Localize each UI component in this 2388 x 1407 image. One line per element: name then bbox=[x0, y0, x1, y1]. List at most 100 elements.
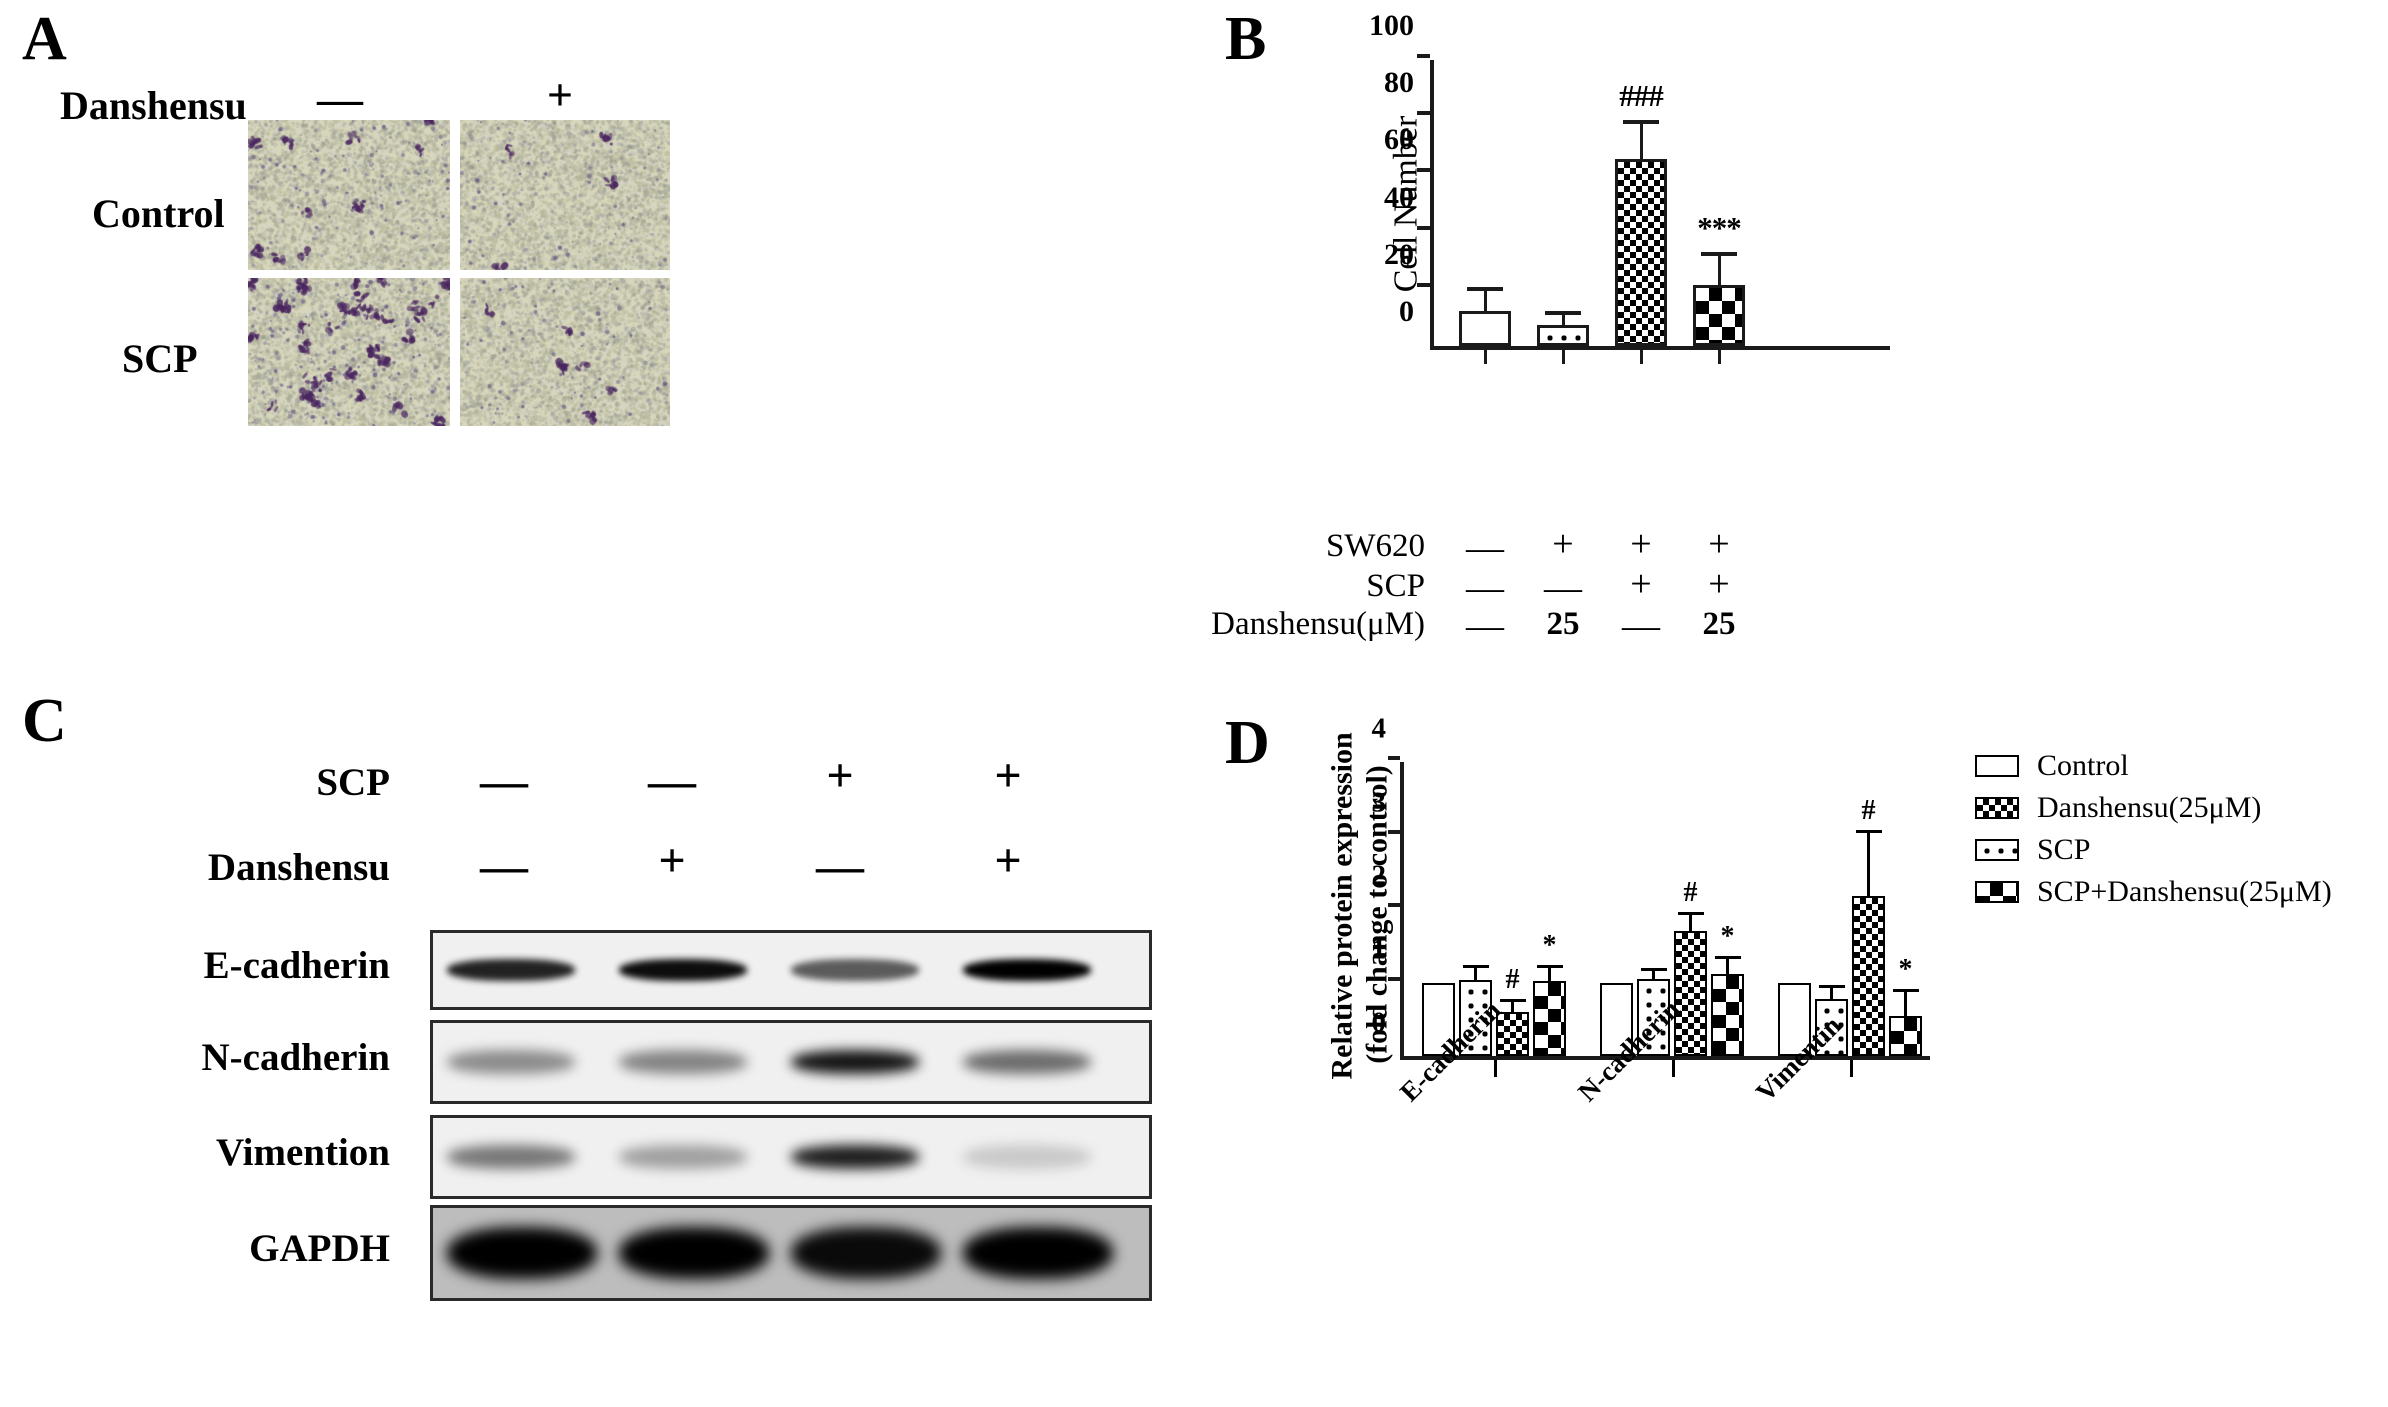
panel-d-legend-swatch bbox=[1975, 881, 2019, 903]
panel-c-blot-band bbox=[447, 1050, 575, 1074]
panel-b-condition-value: 25 bbox=[1690, 606, 1748, 643]
panel-b-x-tick bbox=[1562, 350, 1565, 364]
panel-c-condition-value: — bbox=[642, 758, 702, 806]
panel-d-error-cap bbox=[1856, 830, 1882, 833]
panel-d-significance-marker: * bbox=[1543, 930, 1557, 962]
panel-b-y-tick-label: 80 bbox=[1384, 66, 1430, 100]
panel-b-condition-value: + bbox=[1690, 522, 1748, 566]
panel-c-blot-band bbox=[963, 959, 1091, 981]
panel-b-condition-value: + bbox=[1690, 562, 1748, 606]
panel-c-blot-strip bbox=[430, 930, 1152, 1010]
panel-d-x-tick bbox=[1494, 1060, 1497, 1077]
panel-c-blot-band bbox=[619, 1145, 747, 1169]
panel-c-blot-band bbox=[447, 959, 575, 981]
panel-d-error-cap bbox=[1893, 989, 1919, 992]
panel-d-y-tick-label: 1 bbox=[1372, 933, 1401, 966]
panel-c-blot-band bbox=[791, 1145, 919, 1169]
panel-d-legend-label: SCP bbox=[2037, 833, 2090, 867]
panel-d-error-bar bbox=[1474, 968, 1477, 980]
panel-b-bar-chart: 0 20 40 60 80 100 ### *** bbox=[1430, 60, 1820, 350]
panel-b-y-tick-label: 20 bbox=[1384, 238, 1430, 272]
panel-d-bar-chart: 0 1 2 3 4 # * E-cadherin # * N-cadherin # * Vimentin bbox=[1400, 762, 1900, 1060]
panel-b-y-tick-label: 100 bbox=[1369, 9, 1430, 43]
panel-c-condition-value: + bbox=[810, 752, 870, 800]
panel-c-blot-band bbox=[447, 1145, 575, 1169]
panel-b-condition-value: — bbox=[1534, 566, 1592, 610]
panel-d-y-tick-mark bbox=[1388, 756, 1400, 760]
panel-c-condition-value: + bbox=[642, 837, 702, 885]
panel-b-significance-marker: ### bbox=[1619, 78, 1663, 114]
panel-c-letter: C bbox=[22, 690, 67, 752]
panel-b-x-tick bbox=[1640, 350, 1643, 364]
panel-c-blot-band bbox=[791, 1227, 941, 1279]
panel-b-condition-row-label: Danshensu(μM) bbox=[1180, 606, 1425, 643]
panel-c-condition-value: + bbox=[978, 837, 1038, 885]
panel-d-x-tick bbox=[1850, 1060, 1853, 1077]
panel-d-legend-item: Control bbox=[1975, 748, 2332, 783]
panel-d-legend-label: Danshensu(25μM) bbox=[2037, 791, 2261, 825]
panel-b-condition-row-label: SW620 bbox=[1180, 528, 1425, 565]
panel-b-y-tick-mark bbox=[1417, 226, 1430, 230]
panel-d-error-cap bbox=[1819, 985, 1845, 988]
panel-b-error-bar bbox=[1562, 315, 1565, 325]
panel-b-condition-value: + bbox=[1612, 562, 1670, 606]
panel-b-condition-row-label: SCP bbox=[1180, 568, 1425, 605]
panel-b-error-bar bbox=[1718, 256, 1721, 286]
panel-d-y-tick-label: 3 bbox=[1372, 786, 1401, 819]
panel-b-condition-value: — bbox=[1456, 604, 1514, 648]
panel-c-blot-band bbox=[619, 1050, 747, 1074]
panel-c-condition-value: + bbox=[978, 752, 1038, 800]
panel-b-y-tick-mark bbox=[1417, 168, 1430, 172]
figure-canvas: A Danshensu Control SCP — + B Cell Numbe… bbox=[0, 0, 2388, 1407]
panel-d-y-tick-mark bbox=[1388, 830, 1400, 834]
panel-b-error-cap bbox=[1701, 252, 1737, 256]
panel-d-significance-marker: * bbox=[1899, 954, 1913, 986]
panel-b-condition-value: + bbox=[1612, 522, 1670, 566]
panel-b-error-cap bbox=[1467, 287, 1503, 291]
panel-c-condition-row-label: Danshensu bbox=[60, 845, 390, 890]
panel-a-letter: A bbox=[22, 8, 67, 70]
panel-d-y-tick-label: 4 bbox=[1372, 713, 1401, 746]
panel-b-condition-value: 25 bbox=[1534, 606, 1592, 643]
micrograph-scp-plus bbox=[460, 278, 670, 426]
panel-b-bar bbox=[1615, 159, 1667, 346]
panel-d-error-cap bbox=[1463, 965, 1489, 968]
panel-d-error-cap bbox=[1715, 956, 1741, 959]
panel-b-x-axis bbox=[1430, 346, 1890, 350]
panel-d-letter: D bbox=[1225, 712, 1270, 774]
panel-c-blot-band bbox=[963, 1145, 1091, 1169]
panel-d-y-axis bbox=[1400, 762, 1404, 1060]
panel-a-treatment-label: Danshensu bbox=[60, 82, 247, 129]
panel-d-bar bbox=[1711, 974, 1744, 1056]
panel-d-significance-marker: # bbox=[1506, 964, 1520, 996]
micrograph-control-minus bbox=[248, 120, 450, 270]
panel-b-error-bar bbox=[1484, 291, 1487, 311]
panel-d-bar bbox=[1674, 931, 1707, 1056]
panel-b-condition-value: — bbox=[1612, 604, 1670, 648]
panel-b-y-tick-label: 0 bbox=[1399, 295, 1430, 329]
panel-d-legend-label: Control bbox=[2037, 749, 2129, 783]
panel-d-y-tick-mark bbox=[1388, 977, 1400, 981]
panel-d-error-bar bbox=[1548, 968, 1551, 981]
panel-b-bar bbox=[1459, 311, 1511, 346]
panel-c-condition-value: — bbox=[810, 843, 870, 891]
panel-d-bar bbox=[1533, 981, 1566, 1056]
panel-c-blot-band bbox=[619, 959, 747, 981]
panel-c-blot-band bbox=[963, 1227, 1113, 1279]
panel-d-error-bar bbox=[1904, 992, 1907, 1016]
panel-c-blot-row-label: N-cadherin bbox=[40, 1035, 390, 1080]
panel-d-error-cap bbox=[1641, 968, 1667, 971]
panel-c-blot-strip bbox=[430, 1115, 1152, 1199]
panel-c-blot-band bbox=[791, 1050, 919, 1074]
micrograph-control-plus bbox=[460, 120, 670, 270]
panel-d-bar bbox=[1852, 896, 1885, 1056]
panel-b-y-tick-label: 40 bbox=[1384, 181, 1430, 215]
panel-c-blot-band bbox=[963, 1050, 1091, 1074]
panel-c-blot-band bbox=[447, 1227, 597, 1279]
panel-b-x-tick bbox=[1718, 350, 1721, 364]
panel-c-blot-row-label: E-cadherin bbox=[40, 943, 390, 988]
panel-d-error-bar bbox=[1726, 959, 1729, 974]
panel-b-letter: B bbox=[1225, 8, 1266, 70]
panel-b-y-tick-label: 60 bbox=[1384, 123, 1430, 157]
panel-a-column-sign-minus: — bbox=[310, 76, 370, 122]
